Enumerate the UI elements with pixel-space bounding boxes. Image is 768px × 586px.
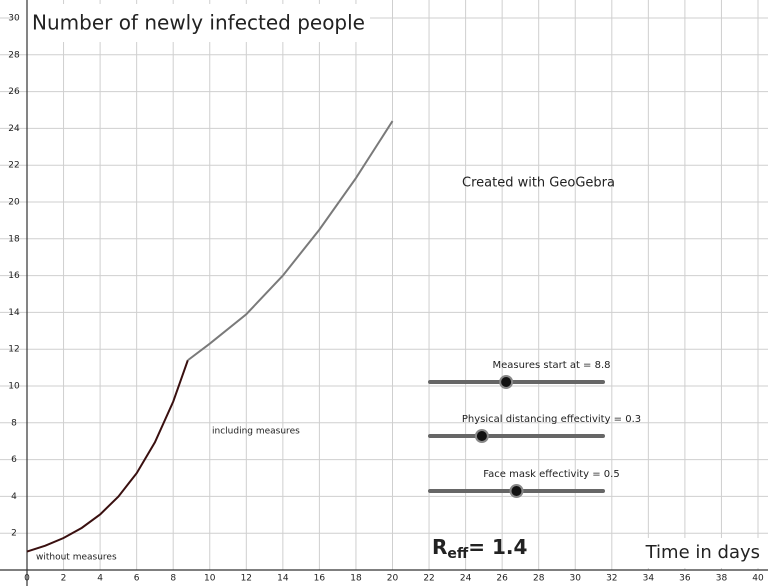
chart-title: Number of newly infected people [32,11,365,35]
slider-label: Face mask effectivity = 0.5 [483,469,619,480]
y-tick-label: 20 [8,198,20,208]
x-tick-label: 12 [241,574,252,584]
x-tick-label: 40 [752,574,764,584]
x-tick-label: 2 [61,574,67,584]
y-tick-label: 26 [8,87,20,97]
y-tick-label: 14 [8,308,20,318]
slider-label: Measures start at = 8.8 [492,360,610,371]
x-tick-label: 14 [277,574,289,584]
x-tick-label: 8 [170,574,176,584]
y-tick-label: 2 [11,529,17,539]
y-tick-label: 18 [8,234,20,244]
x-tick-label: 34 [643,574,655,584]
watermark: Created with GeoGebra [462,176,615,191]
x-tick-label: 16 [314,574,326,584]
x-tick-label: 24 [460,574,472,584]
x-tick-label: 32 [606,574,617,584]
slider[interactable]: Measures start at = 8.8 [428,360,611,389]
reff: Reff= 1.4 [432,535,527,563]
x-tick-label: 20 [387,574,399,584]
x-tick-label: 38 [716,574,728,584]
slider[interactable]: Face mask effectivity = 0.5 [428,469,620,498]
x-tick-label: 36 [679,574,691,584]
y-tick-label: 4 [11,492,17,502]
y-tick-label: 22 [8,161,19,171]
slider-knob[interactable] [509,484,524,498]
y-tick-label: 10 [8,382,20,392]
x-tick-label: 28 [533,574,545,584]
x-tick-label: 4 [97,574,103,584]
xlabel-box [640,538,768,568]
line [187,120,394,362]
title-box [18,4,370,42]
y-tick-label: 6 [11,455,17,465]
slider-knob[interactable] [474,429,489,443]
y-tick-label: 24 [8,124,20,134]
series-label: without measures [36,553,117,563]
y-tick-label: 8 [11,418,17,428]
series-label: including measures [212,427,300,437]
x-tick-label: 18 [350,574,362,584]
x-tick-label: 22 [423,574,434,584]
line [26,359,189,553]
slider-knob[interactable] [499,375,514,389]
x-tick-label: 30 [570,574,582,584]
slider-label: Physical distancing effectivity = 0.3 [462,414,641,425]
x-tick-label: 10 [204,574,216,584]
y-tick-label: 16 [8,271,20,281]
x-axis-label: Time in days [645,542,760,563]
y-tick-label: 30 [8,14,20,24]
grid [0,0,768,570]
x-tick-label: 6 [134,574,140,584]
y-tick-label: 12 [8,345,19,355]
y-tick-label: 28 [8,50,20,60]
slider[interactable]: Physical distancing effectivity = 0.3 [428,414,641,443]
x-tick-label: 26 [496,574,508,584]
